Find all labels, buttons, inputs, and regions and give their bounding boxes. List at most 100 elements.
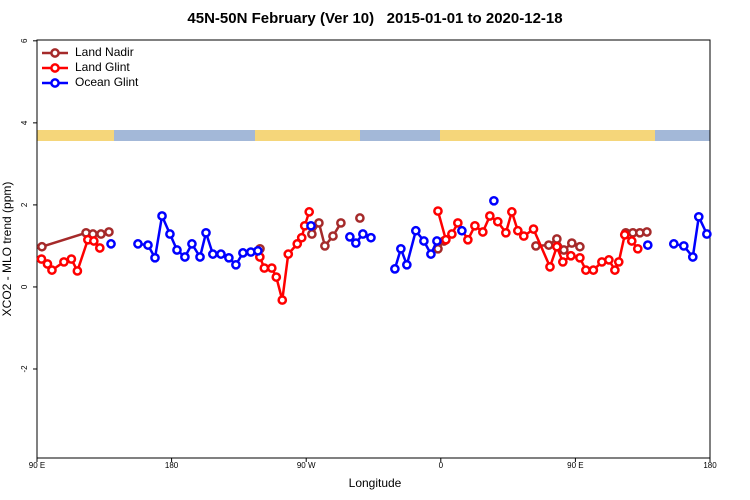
x-tick-label: 90 E — [29, 461, 45, 470]
data-point — [512, 225, 523, 236]
data-point — [552, 241, 562, 252]
data-point — [283, 249, 294, 259]
land-band — [37, 130, 114, 141]
chart-title: 45N-50N February (Ver 10) 2015-01-01 to … — [187, 10, 562, 27]
x-tick-label: 180 — [165, 461, 179, 470]
data-point — [543, 240, 554, 250]
x-tick-label: 90 E — [567, 461, 583, 470]
legend-marker — [50, 63, 60, 73]
data-point — [566, 250, 576, 261]
y-axis-label: XCO2 - MLO trend (ppm) — [0, 182, 14, 317]
data-point — [485, 211, 495, 221]
data-point — [104, 227, 114, 237]
data-point — [96, 229, 106, 239]
data-point — [410, 225, 421, 236]
data-point — [328, 231, 338, 241]
data-point — [610, 265, 620, 275]
data-point — [216, 249, 226, 259]
data-point — [277, 295, 288, 305]
data-point — [566, 238, 577, 248]
data-point — [296, 232, 307, 243]
data-point — [187, 239, 197, 249]
data-point — [165, 229, 175, 239]
data-point — [336, 218, 346, 228]
data-point — [626, 236, 637, 246]
data-point — [402, 259, 412, 270]
data-point — [501, 227, 511, 238]
data-point — [642, 240, 653, 250]
data-point — [150, 252, 160, 263]
legend-label: Ocean Glint — [75, 75, 139, 89]
data-point — [668, 239, 679, 249]
data-point — [143, 240, 153, 250]
data-point — [396, 243, 406, 254]
data-point — [632, 243, 643, 254]
y-tick-label: 0 — [20, 284, 29, 289]
legend-marker — [50, 48, 60, 58]
legend-marker — [50, 78, 60, 88]
data-point — [642, 227, 652, 237]
data-point — [470, 220, 480, 231]
y-tick-label: -2 — [20, 365, 29, 373]
data-point — [619, 229, 630, 240]
legend-label: Land Glint — [75, 60, 130, 74]
data-point — [66, 254, 77, 264]
data-point — [604, 255, 614, 265]
y-tick-label: 4 — [20, 120, 29, 125]
data-point — [575, 241, 585, 252]
ocean-band — [37, 130, 710, 141]
data-point — [266, 263, 277, 273]
y-tick-label: 6 — [20, 38, 29, 43]
data-point — [433, 206, 443, 216]
y-tick-label: 2 — [20, 202, 29, 207]
x-tick-label: 90 W — [297, 461, 316, 470]
data-point — [351, 238, 361, 248]
data-point — [42, 259, 53, 269]
data-point — [172, 245, 182, 255]
data-point — [133, 239, 143, 249]
data-point — [59, 257, 69, 267]
data-point — [36, 254, 47, 264]
data-point — [106, 239, 116, 249]
data-point — [355, 213, 365, 223]
data-point — [557, 257, 568, 267]
data-point — [195, 252, 205, 262]
data-point — [452, 218, 463, 228]
data-point — [419, 236, 429, 246]
data-point — [88, 236, 99, 246]
data-point — [157, 211, 167, 221]
x-axis-label: Longitude — [349, 476, 402, 490]
data-point — [457, 225, 467, 236]
data-point — [238, 248, 248, 258]
data-point — [180, 252, 190, 262]
data-point — [588, 265, 599, 275]
data-point — [390, 264, 400, 274]
data-point — [292, 239, 303, 249]
data-point — [345, 232, 355, 242]
data-point — [271, 272, 282, 282]
data-point — [702, 229, 712, 239]
data-point — [253, 245, 263, 256]
data-point — [426, 249, 436, 259]
data-point — [581, 265, 591, 275]
data-point — [231, 259, 241, 270]
data-point — [441, 234, 451, 245]
data-point — [492, 216, 503, 227]
data-point — [72, 266, 83, 276]
data-point — [259, 263, 270, 273]
data-point — [432, 236, 442, 246]
x-tick-label: 180 — [703, 461, 717, 470]
data-point — [613, 257, 624, 267]
plot-frame — [36, 39, 711, 459]
land-band — [440, 130, 655, 141]
land-band — [255, 130, 360, 141]
data-point — [687, 252, 698, 262]
data-point — [477, 227, 488, 237]
data-point — [678, 241, 689, 251]
data-point — [693, 211, 704, 222]
data-point — [47, 265, 57, 275]
data-point — [506, 207, 517, 217]
data-point — [201, 227, 211, 238]
data-point — [489, 195, 499, 206]
data-point — [94, 243, 105, 253]
